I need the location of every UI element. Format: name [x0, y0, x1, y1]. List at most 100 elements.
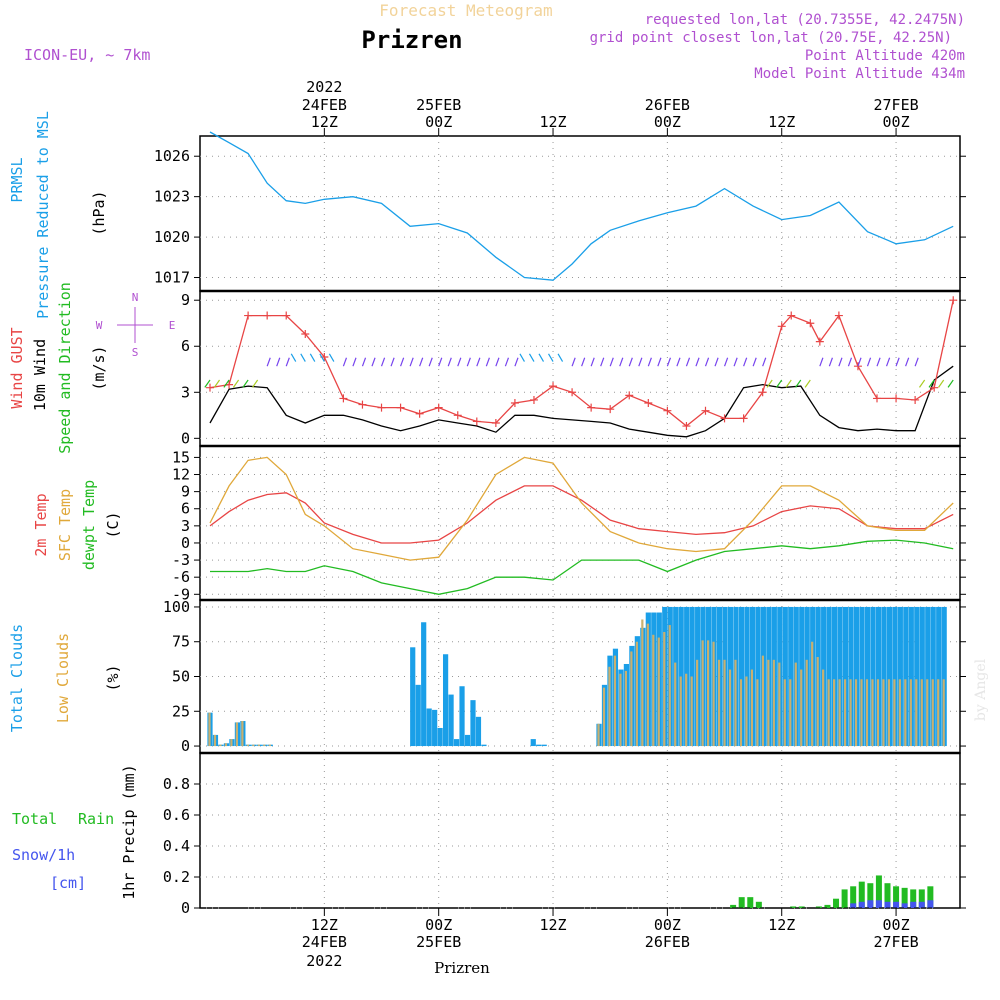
y-tick-label: 75: [172, 633, 190, 651]
total-cloud-bar: [941, 606, 947, 747]
total-cloud-bar: [738, 606, 745, 747]
low-cloud-bar: [597, 723, 600, 747]
y-tick-label: 0: [181, 737, 190, 755]
low-cloud-bar: [893, 679, 896, 747]
total-cloud-bar: [826, 606, 832, 747]
signature: by Angel: [973, 658, 989, 721]
wind-barb: [380, 357, 386, 367]
total-cloud-bar: [448, 694, 454, 747]
wind-barb: [819, 357, 824, 367]
wind-barb: [752, 357, 757, 367]
gust-marker: [682, 422, 691, 431]
low-cloud-bar: [630, 651, 633, 747]
label-hpa: (hPa): [90, 190, 108, 235]
footer-station: Prizren: [434, 959, 490, 977]
low-cloud-bar: [849, 679, 852, 747]
wind-barb: [342, 357, 348, 367]
wind-barb: [947, 379, 954, 388]
low-cloud-bar: [794, 662, 797, 747]
gust-marker: [282, 311, 291, 320]
total-cloud-bar: [541, 744, 547, 747]
low-cloud-bar: [750, 669, 754, 747]
x-tick-date-label: 27FEB: [873, 96, 918, 114]
x-tick-hour-label: 00Z: [654, 113, 681, 131]
low-cloud-bar: [898, 679, 901, 747]
x-tick-hour-label: 12Z: [539, 113, 566, 131]
wind-barb: [838, 357, 843, 367]
y-tick-label: 15: [172, 448, 190, 466]
x-tick-hour-label: 00Z: [654, 916, 681, 934]
bottom-year-label: 2022: [306, 952, 342, 970]
gust-marker: [663, 406, 672, 415]
low-cloud-bar: [838, 679, 841, 747]
low-cloud-bar: [931, 679, 934, 747]
wind-barb: [785, 379, 792, 388]
low-cloud-bar: [822, 669, 825, 747]
wind-barb: [866, 357, 872, 367]
low-cloud-bar: [865, 679, 869, 747]
low-cloud-bar: [926, 679, 929, 747]
low-cloud-bar: [701, 640, 704, 747]
panel-frame: [199, 135, 961, 292]
wind-barb: [762, 357, 767, 367]
wind-barb: [876, 357, 881, 367]
snow-bar: [867, 900, 874, 908]
gust-marker: [491, 418, 500, 427]
wind-barb: [600, 357, 605, 367]
wind-barb: [204, 379, 211, 388]
wind-barb: [714, 357, 719, 367]
gust-marker: [358, 400, 367, 409]
wind-barb: [428, 357, 433, 367]
x-tick-date-label: 24FEB: [302, 96, 347, 114]
label-dewpt: dewpt Temp: [80, 480, 98, 570]
wind-barb: [795, 379, 802, 388]
low-cloud-bar: [268, 744, 271, 747]
snow-bar: [910, 901, 917, 908]
total-cloud-bar: [914, 606, 920, 747]
low-cloud-bar: [728, 669, 732, 747]
low-cloud-bar: [854, 679, 858, 747]
low-cloud-bar: [827, 679, 830, 747]
snow-bar: [893, 901, 900, 908]
gust-marker: [949, 296, 958, 305]
rain-bar: [798, 906, 805, 908]
total-cloud-bar: [755, 606, 761, 747]
gust-marker: [510, 399, 519, 408]
wind-barb: [905, 357, 910, 367]
low-cloud-bar: [937, 679, 940, 747]
wind-barb: [409, 357, 414, 367]
gust-marker: [787, 311, 796, 320]
gust-marker: [396, 403, 405, 412]
rain-bar: [730, 904, 737, 908]
gust-marker: [568, 388, 577, 397]
wind-barb: [804, 379, 811, 388]
panel-frame: [199, 752, 961, 909]
total-cloud-bar: [908, 606, 914, 747]
wind-barb: [519, 353, 525, 362]
low-cloud-bar: [915, 679, 918, 747]
y-tick-label: 3: [181, 383, 190, 401]
wind-barb: [723, 357, 729, 367]
rain-bar: [824, 904, 831, 908]
gust-marker: [453, 411, 462, 420]
total-cloud-bar: [853, 606, 860, 747]
low-cloud-bar: [608, 666, 611, 747]
low-cloud-bar: [717, 659, 721, 747]
y-tick-label: 0.2: [163, 868, 190, 886]
snow-bar: [858, 901, 865, 908]
snow-bar: [875, 900, 882, 908]
y-tick-label: 0.4: [163, 837, 190, 855]
low-cloud-bar: [882, 679, 885, 747]
info-line: requested lon,lat (20.7355E, 42.2475N): [645, 12, 965, 28]
low-cloud-bar: [602, 687, 606, 747]
gust-marker: [339, 394, 348, 403]
wind-barb: [328, 353, 335, 362]
rain-bar: [850, 886, 857, 908]
gust-marker: [930, 383, 939, 392]
low-cloud-bar: [756, 679, 759, 747]
low-cloud-bar: [909, 679, 912, 747]
x-tick-hour-label: 12Z: [311, 916, 338, 934]
wind-barb: [457, 357, 462, 367]
wind-barb: [647, 357, 652, 367]
